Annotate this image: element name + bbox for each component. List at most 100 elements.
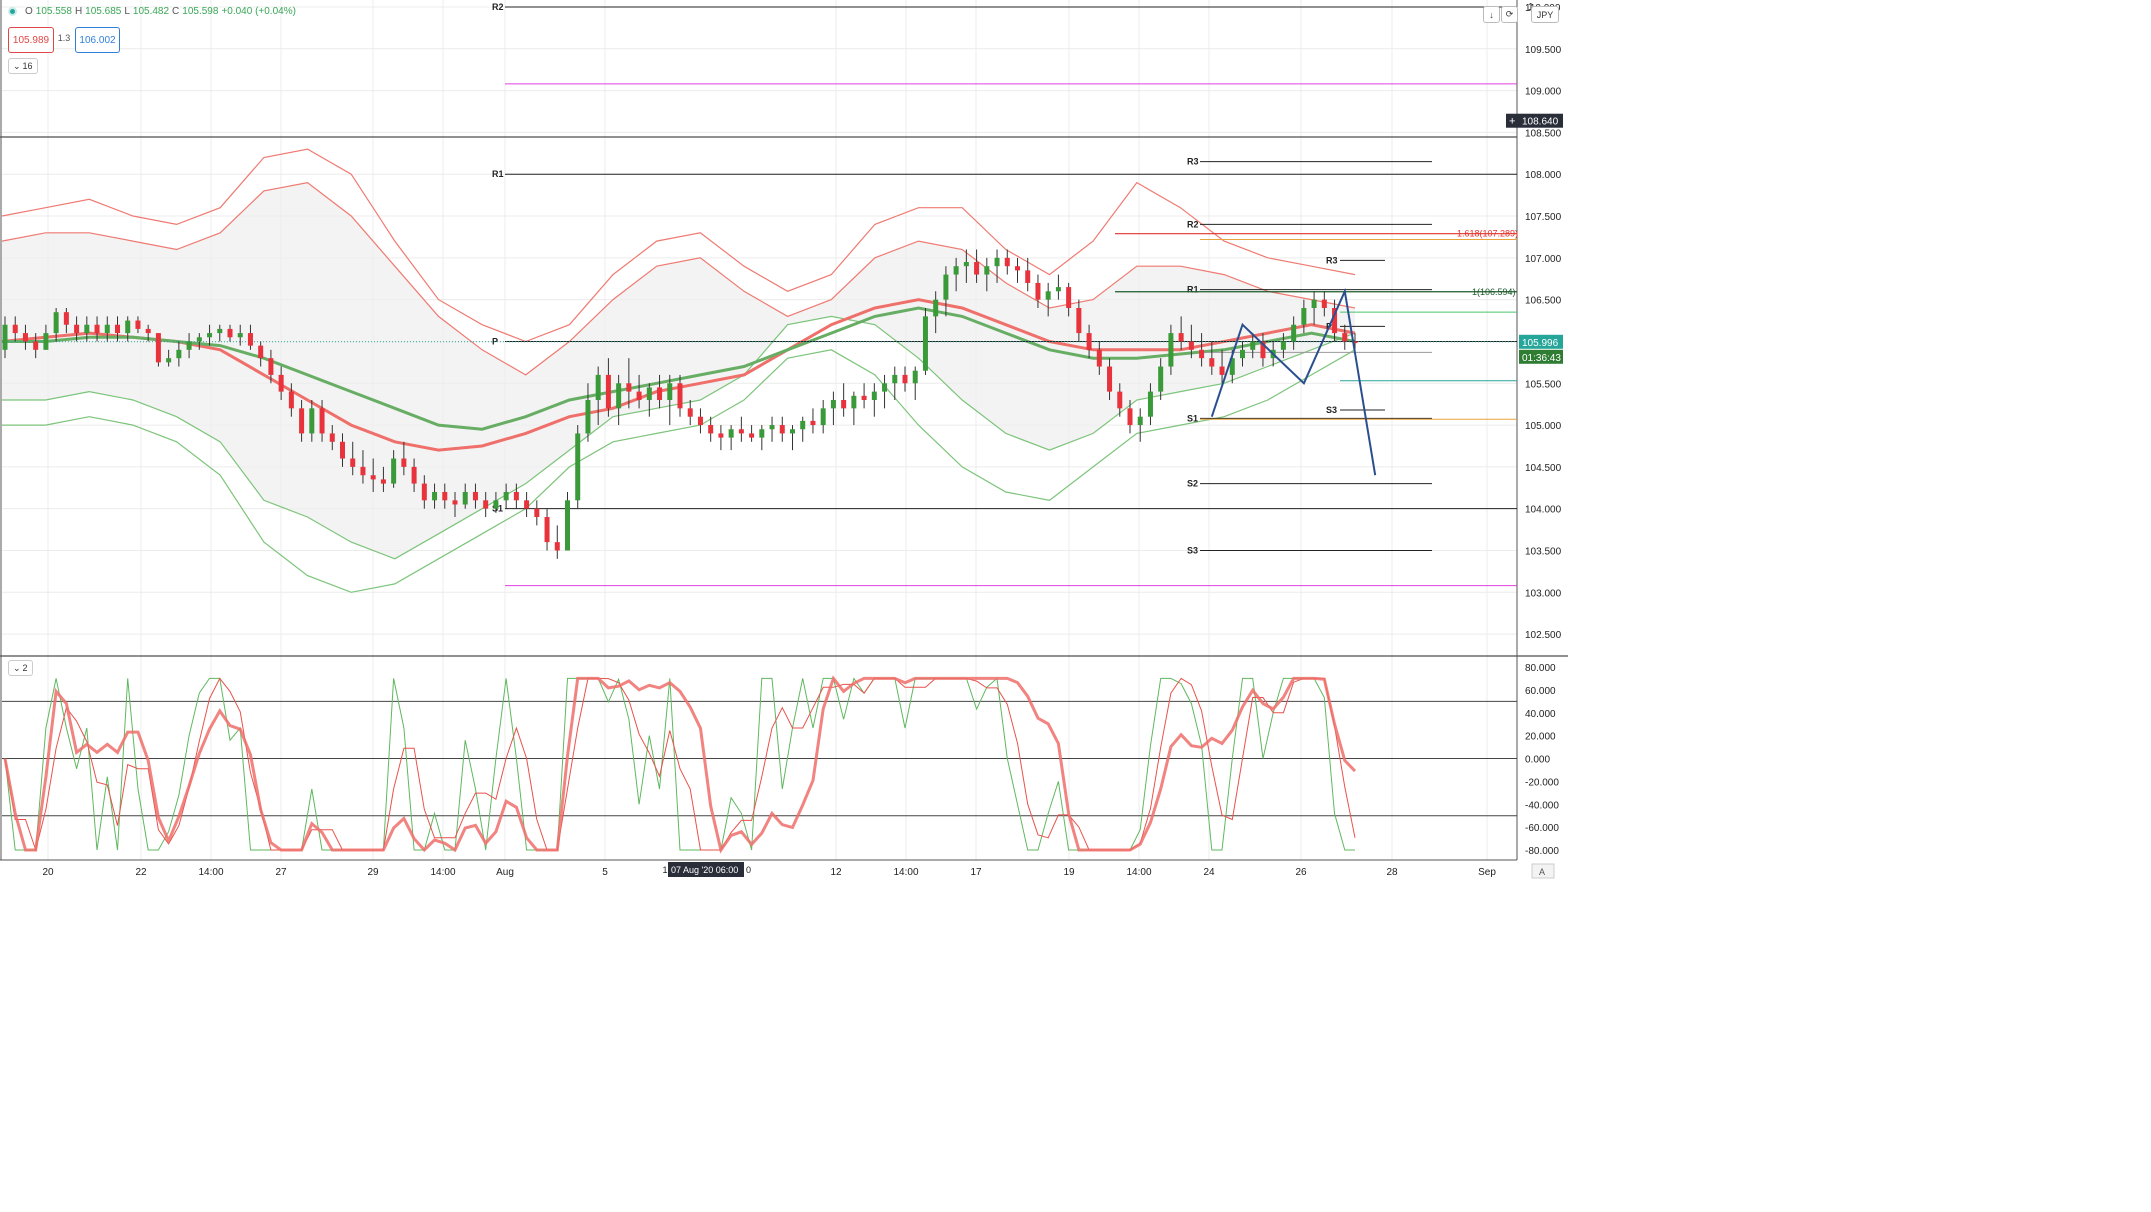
- weekly-pivot-label: R2: [1187, 219, 1199, 229]
- candle-bear: [288, 391, 294, 409]
- candle-bear: [1342, 333, 1348, 342]
- candle-bear: [626, 383, 632, 392]
- x-tick-label: 14:00: [1126, 867, 1151, 878]
- candle-bear: [1260, 341, 1266, 359]
- daily-pivot-label: S3: [1326, 405, 1337, 415]
- osc-tick-label: -60.000: [1525, 823, 1559, 834]
- oscillator-toggle-button[interactable]: ⌄ 2: [8, 660, 33, 676]
- low-value: 105.482: [132, 6, 170, 17]
- candle-bear: [1321, 299, 1327, 309]
- x-tick-label: 20: [42, 867, 54, 878]
- ohlc-legend: O 105.558 H 105.685 L 105.482 C 105.598 +0.0…: [8, 6, 296, 17]
- candle-bear: [841, 399, 847, 409]
- y-tick-label: 109.500: [1525, 45, 1562, 56]
- candle-bull: [851, 395, 857, 409]
- candle-bull: [1280, 341, 1286, 350]
- candle-bull: [1311, 299, 1317, 309]
- candle-bull: [953, 266, 959, 275]
- candle-bull: [922, 316, 928, 371]
- buy-button[interactable]: 106.002: [75, 27, 120, 53]
- candle-bear: [340, 441, 345, 459]
- sell-button[interactable]: 105.989: [8, 27, 54, 53]
- y-tick-label: 109.000: [1525, 87, 1562, 98]
- candle-bear: [227, 328, 233, 338]
- close-value: 105.598: [182, 6, 219, 17]
- candle-bear: [677, 383, 683, 409]
- y-tick-label: 104.000: [1525, 505, 1562, 516]
- candle-bull: [595, 374, 601, 400]
- candle-bull: [800, 420, 806, 430]
- candle-bear: [687, 408, 693, 417]
- candle-bear: [278, 374, 284, 392]
- candle-bear: [1004, 257, 1010, 267]
- candle-bear: [155, 333, 161, 363]
- y-tick-label: 106.500: [1525, 296, 1562, 307]
- candle-bear: [738, 429, 744, 434]
- weekly-pivot-label: S2: [1187, 479, 1198, 489]
- candle-bear: [370, 475, 376, 480]
- candle-bear: [472, 491, 478, 501]
- countdown-tag: [1519, 349, 1563, 364]
- upper-inner-band: [1, 181, 1356, 376]
- candle-bull: [871, 391, 877, 400]
- candle-bull: [1158, 366, 1164, 392]
- x-tick-label: 28: [1386, 867, 1398, 878]
- candle-bear: [63, 312, 69, 325]
- close-label: C: [172, 6, 180, 17]
- candle-bull: [943, 274, 949, 300]
- candle-bear: [1352, 341, 1358, 344]
- candle-bull: [432, 491, 438, 501]
- candle-bull: [759, 429, 765, 438]
- candle-bear: [1015, 266, 1020, 271]
- x-tick-label: Sep: [1478, 867, 1496, 878]
- currency-button[interactable]: JPY: [1531, 6, 1559, 23]
- candle-bull: [790, 429, 795, 434]
- high-value: 105.685: [85, 6, 122, 17]
- candle-bear: [247, 333, 253, 346]
- candle-bull: [912, 370, 918, 384]
- download-button[interactable]: ↓: [1483, 6, 1500, 23]
- candle-bull: [207, 333, 213, 338]
- lower-outer-band: [2, 349, 1356, 593]
- open-label: O: [25, 6, 33, 17]
- candle-bull: [830, 399, 836, 409]
- arrow-down-icon: ↓: [1489, 9, 1494, 20]
- osc-tick-label: -20.000: [1525, 777, 1559, 788]
- candle-bear: [360, 466, 366, 476]
- candle-bear: [697, 416, 703, 426]
- candle-bear: [442, 491, 448, 501]
- candle-bull: [493, 500, 499, 509]
- candle-bear: [115, 324, 120, 334]
- refresh-icon: ⟳: [1505, 9, 1514, 19]
- reset-view-button[interactable]: ⟳: [1501, 6, 1518, 23]
- candle-bear: [258, 345, 264, 359]
- candle-bear: [605, 374, 611, 409]
- y-tick-label: 103.000: [1525, 588, 1562, 599]
- candle-bear: [1086, 333, 1092, 350]
- osc-tick-label: -80.000: [1525, 846, 1559, 857]
- indicators-toggle-button[interactable]: ⌄ 16: [8, 58, 38, 74]
- trend-zigzag: [1210, 287, 1377, 476]
- candle-bull: [728, 429, 734, 438]
- chart-canvas[interactable]: 110.000109.500109.000108.500108.000107.5…: [0, 0, 1568, 882]
- candle-bear: [33, 341, 39, 350]
- candle-bear: [94, 324, 100, 334]
- candle-bear: [544, 517, 550, 543]
- candle-bull: [1045, 291, 1051, 300]
- x-tick-label: Aug: [496, 867, 514, 878]
- open-value: 105.558: [35, 6, 72, 17]
- candle-bear: [1066, 287, 1072, 309]
- candle-bull: [820, 408, 826, 426]
- candle-bull: [963, 262, 969, 267]
- low-label: L: [124, 6, 130, 17]
- candle-bear: [718, 433, 724, 438]
- x-tick-label: 12: [830, 867, 842, 878]
- candle-bull: [769, 425, 775, 430]
- candle-bear: [1076, 308, 1082, 334]
- oscillator-count: 2: [22, 663, 28, 673]
- crosshair-time-marker: 1: [662, 865, 667, 875]
- candle-bear: [534, 508, 540, 518]
- change-value: +0.040 (+0.04%): [221, 6, 296, 17]
- y-tick-label: 108.500: [1525, 128, 1562, 139]
- market-status-icon: [8, 7, 17, 16]
